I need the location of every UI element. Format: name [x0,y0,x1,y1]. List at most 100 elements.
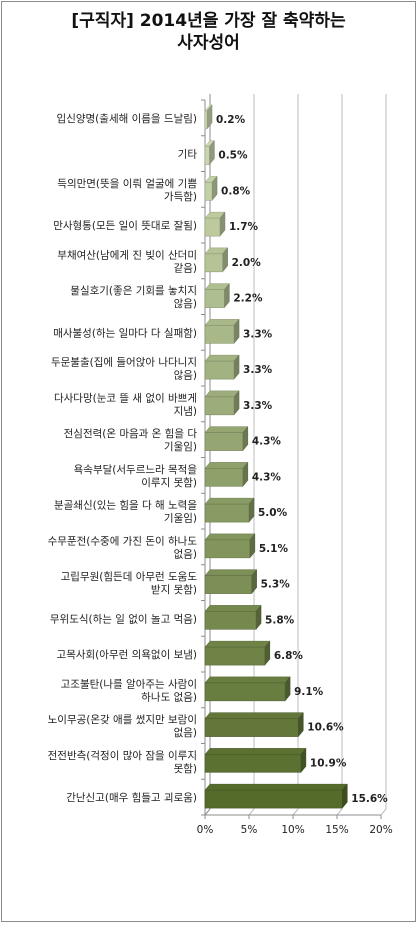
category-label-line: 못함) [174,763,197,775]
bar [204,789,343,809]
bar [204,182,213,201]
chart-title: [구직자] 2014년을 가장 잘 축약하는 사자성어 [0,10,417,54]
category-label-line: 전전반측(걱정이 많아 잠을 이루지 [48,750,197,762]
category-label: 고립무원(힘든데 아무런 도움도 받지 못함) [61,570,198,596]
category-label-line: 무위도식(하는 일 없이 놀고 먹음) [50,612,197,625]
value-label: 3.3% [243,400,273,412]
value-label: 2.0% [232,257,262,269]
category-label-line: 고립무원(힘든데 아무런 도움도 [61,570,198,583]
category-label: 고목사회(아무런 의욕없이 보냄) [57,648,197,661]
value-label: 2.2% [233,293,263,305]
x-tick-label: 10% [281,824,304,836]
category-label-line: 매사불성(하는 일마다 다 실패함) [53,326,197,339]
value-label: 10.6% [307,722,344,734]
value-label: 5.3% [261,579,291,591]
x-tick-label: 5% [241,824,258,836]
category-label: 만사형통(모든 일이 뜻대로 잘됨) [53,219,197,232]
bar [204,325,235,344]
bar-top [204,497,255,505]
category-label-line: 않음) [174,370,197,382]
value-label: 4.3% [252,436,282,448]
bar-top [204,783,348,791]
category-label: 욕속부달(서두르느라 목적을 이루지 못함) [74,464,198,489]
category-label-line: 같음) [174,262,197,274]
value-label: 10.9% [310,757,347,769]
bar [204,503,250,523]
category-label: 다사다망(눈코 뜰 새 없이 바쁘게 지냄) [54,391,197,417]
category-label-line: 기울임) [164,512,197,525]
category-label-line: 욕속부달(서두르느라 목적을 [74,464,198,476]
category-label-line: 노이무공(온갖 애를 썼지만 보람이 [48,713,197,726]
value-label: 0.5% [218,150,248,162]
value-label: 5.0% [258,507,288,519]
bar [204,253,223,273]
category-label-line: 입신양명(출세해 이름을 드날림) [57,112,197,125]
bar-top [204,569,258,576]
category-label: 물실호기(좋은 기회를 놓치지 않음) [70,285,197,310]
bar [204,217,221,237]
category-label: 입신양명(출세해 이름을 드날림) [57,112,197,125]
category-label-line: 않음) [174,298,197,310]
bar-top [204,712,304,719]
bar-top [204,640,271,648]
value-label: 0.8% [221,185,251,197]
category-label-line: 부채여산(남에게 진 빚이 산더미 [57,249,197,261]
bar [204,718,299,737]
bar-top [204,426,249,433]
x-tick-label: 15% [325,824,348,836]
bar [204,611,257,630]
category-label-line: 간난신고(매우 힘들고 괴로움) [66,792,197,804]
value-label: 0.2% [216,114,246,126]
category-label-line: 가득함) [164,191,197,203]
category-label-line: 받지 못함) [151,584,197,596]
category-label: 기타 [178,149,198,161]
gridline-floor [336,808,343,816]
value-label: 15.6% [351,793,388,805]
bar-top [204,533,256,541]
bar [204,396,235,416]
category-label: 고조불탄(나를 알아주는 사람이 하나도 없음) [61,677,197,703]
axis-depth-edge [204,808,211,816]
category-label: 간난신고(매우 힘들고 괴로움) [66,792,197,804]
category-label-line: 기타 [178,149,198,161]
bar-top [204,748,307,755]
category-label-line: 하나도 없음) [141,690,197,703]
category-label-line: 고조불탄(나를 알아주는 사람이 [61,677,197,690]
bar [204,289,225,308]
value-label: 4.3% [252,471,282,483]
category-label: 무위도식(하는 일 없이 놀고 먹음) [50,612,197,625]
value-label: 9.1% [294,686,324,698]
value-label: 3.3% [243,328,273,340]
bar-top [204,462,249,469]
category-label: 분골쇄신(있는 힘을 다 해 노력을 기울임) [54,499,197,525]
x-tick-label: 0% [197,824,214,836]
category-label-line: 없음) [174,726,197,739]
category-label-line: 없음) [174,547,197,560]
category-label-line: 다사다망(눈코 뜰 새 없이 바쁘게 [54,391,197,404]
category-label-line: 전심전력(온 마음과 온 힘을 다 [64,428,198,440]
gridline-floor [380,808,387,816]
value-label: 5.8% [265,614,295,626]
x-tick-label: 20% [369,824,392,836]
value-label: 5.1% [259,543,289,555]
bar [204,360,235,380]
category-label: 매사불성(하는 일마다 다 실패함) [53,326,197,339]
category-label-line: 분골쇄신(있는 힘을 다 해 노력을 [54,499,197,512]
bar [204,682,286,702]
category-label: 전심전력(온 마음과 온 힘을 다 기울임) [64,428,198,453]
bar-top [204,676,291,684]
category-label: 두문불출(집에 들어앉아 나다니지 않음) [51,357,197,382]
category-label: 노이무공(온갖 애를 썼지만 보람이 없음) [48,713,197,739]
bar [204,575,252,594]
category-label-line: 수무푼전(수중에 가진 돈이 하나도 [48,534,198,547]
bar [204,146,210,165]
category-label-line: 물실호기(좋은 기회를 놓치지 [70,285,197,297]
bar [204,468,244,487]
category-label: 수무푼전(수중에 가진 돈이 하나도 없음) [48,534,198,560]
bar-top [204,605,262,612]
category-label: 득의만면(뜻을 이뤄 얼굴에 기쁨 가득함) [57,177,197,203]
bar-top [204,390,240,398]
category-label: 부채여산(남에게 진 빚이 산더미 같음) [57,249,197,274]
category-label-line: 기울임) [164,440,197,453]
